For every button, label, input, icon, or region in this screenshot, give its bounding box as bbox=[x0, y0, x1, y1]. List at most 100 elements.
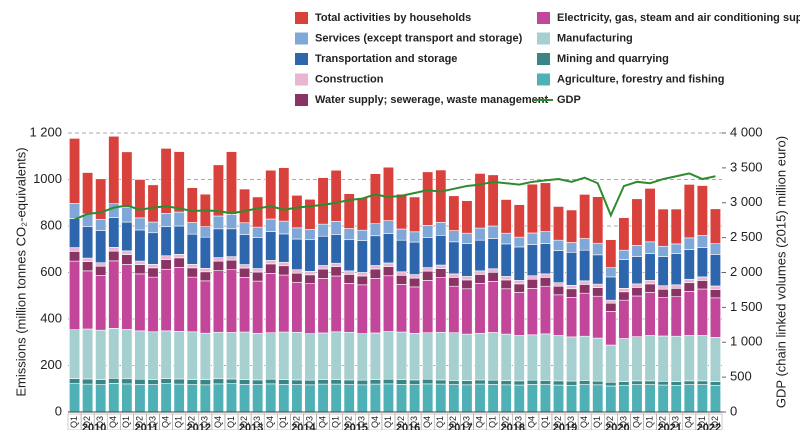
bar-segment bbox=[304, 198, 316, 230]
x-tick-label: Q2 bbox=[82, 416, 92, 428]
bar-segment bbox=[278, 220, 290, 235]
bar-segment bbox=[579, 380, 591, 385]
bar-segment bbox=[605, 239, 617, 268]
bar-segment bbox=[199, 379, 211, 386]
x-tick-label: Q1 bbox=[487, 416, 497, 428]
year-label: 2022 bbox=[697, 422, 721, 430]
bar-segment bbox=[605, 267, 617, 278]
bar-segment bbox=[422, 270, 434, 281]
bar-segment bbox=[239, 331, 251, 380]
bar-segment bbox=[448, 332, 460, 381]
bar-segment bbox=[631, 295, 643, 337]
year-label: 2019 bbox=[553, 422, 577, 430]
bar-segment bbox=[95, 230, 107, 264]
bar-segment bbox=[396, 379, 408, 385]
x-tick-label: Q1 bbox=[174, 416, 184, 428]
bar-segment bbox=[461, 279, 473, 290]
bar-segment bbox=[134, 217, 146, 231]
bar-segment bbox=[121, 329, 133, 380]
bar-segment bbox=[356, 333, 368, 381]
bar-segment bbox=[239, 188, 251, 224]
bar-segment bbox=[225, 378, 238, 384]
bar-segment bbox=[422, 332, 434, 380]
y2-axis-label: GDP (chain linked volumes (2015) million… bbox=[773, 136, 788, 408]
legend-swatch bbox=[537, 73, 550, 86]
bar-segment bbox=[186, 267, 198, 278]
y-tick-label: 1000 bbox=[33, 171, 62, 186]
bar-segment bbox=[147, 232, 159, 265]
y-tick-label: 200 bbox=[40, 357, 62, 372]
bar-segment bbox=[657, 208, 669, 247]
bar-segment bbox=[579, 292, 591, 337]
y-tick-label: 800 bbox=[40, 217, 62, 232]
bar-segment bbox=[225, 228, 238, 257]
bar-segment bbox=[657, 288, 669, 298]
bar-segment bbox=[252, 379, 264, 385]
bar-segment bbox=[657, 384, 669, 413]
bar-segment bbox=[448, 273, 460, 278]
bar-segment bbox=[382, 378, 394, 385]
bar-segment bbox=[435, 277, 447, 333]
bar-segment bbox=[186, 187, 198, 223]
bar-segment bbox=[552, 384, 565, 413]
legend-swatch bbox=[537, 12, 550, 24]
bar-segment bbox=[409, 379, 421, 385]
bar-segment bbox=[461, 333, 473, 381]
bar-segment bbox=[448, 384, 460, 413]
legend-swatch bbox=[537, 53, 550, 65]
bar-segment bbox=[461, 380, 473, 386]
bar-segment bbox=[696, 384, 708, 413]
bar-segment bbox=[448, 230, 460, 243]
bar-segment bbox=[317, 265, 329, 270]
bar-segment bbox=[382, 266, 394, 277]
bar-segment bbox=[304, 271, 316, 276]
bar-segment bbox=[225, 332, 238, 380]
bar-segment bbox=[317, 177, 329, 225]
x-tick-label: Q1 bbox=[435, 416, 445, 428]
bar-segment bbox=[343, 270, 355, 275]
bar-segment bbox=[369, 332, 381, 380]
bar-segment bbox=[539, 231, 551, 244]
bar-segment bbox=[448, 195, 460, 231]
bar-segment bbox=[683, 335, 695, 382]
bar-segment bbox=[291, 269, 303, 274]
bar-segment bbox=[461, 384, 473, 413]
bar-segment bbox=[317, 332, 329, 380]
bar-segment bbox=[69, 383, 81, 413]
bar-segment bbox=[526, 183, 538, 234]
bar-segment bbox=[330, 379, 342, 385]
legend-label: Transportation and storage bbox=[315, 53, 457, 65]
legend-label: Services (except transport and storage) bbox=[315, 32, 523, 44]
bar-segment bbox=[526, 334, 538, 381]
bar-segment bbox=[396, 239, 408, 273]
bar-segment bbox=[552, 335, 565, 382]
bar-segment bbox=[239, 234, 251, 265]
bar-segment bbox=[605, 344, 617, 383]
x-tick-label: Q2 bbox=[710, 416, 720, 428]
legend-swatch bbox=[295, 12, 308, 24]
bar-segment bbox=[513, 283, 525, 293]
bar-segment bbox=[369, 235, 381, 266]
bar-segment bbox=[644, 283, 656, 293]
bar-segment bbox=[121, 254, 133, 265]
bar-segment bbox=[108, 135, 120, 204]
bar-segment bbox=[291, 379, 303, 385]
bar-segment bbox=[69, 378, 81, 384]
bar-segment bbox=[173, 211, 185, 227]
bar-segment bbox=[709, 289, 721, 299]
bar-segment bbox=[513, 280, 525, 285]
bar-segment bbox=[160, 330, 172, 379]
bar-segment bbox=[108, 203, 120, 218]
bar-segment bbox=[121, 221, 133, 252]
x-tick-label: Q2 bbox=[239, 416, 249, 428]
bar-segment bbox=[173, 254, 185, 259]
bar-segment bbox=[343, 283, 355, 333]
bar-segment bbox=[670, 208, 682, 245]
bar-segment bbox=[343, 384, 355, 413]
bar-segment bbox=[304, 384, 316, 413]
bar-segment bbox=[186, 379, 198, 385]
bar-segment bbox=[382, 383, 394, 413]
bar-segment bbox=[69, 251, 81, 262]
year-label: 2011 bbox=[135, 422, 159, 430]
